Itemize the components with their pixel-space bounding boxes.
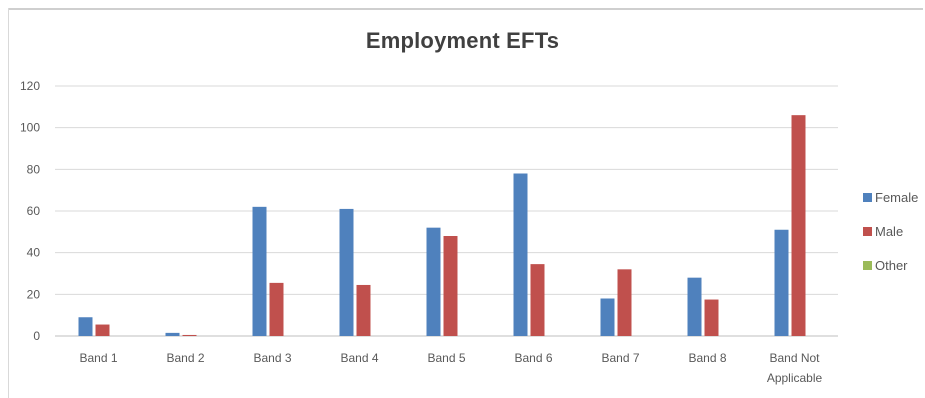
bar-male-9 <box>791 115 806 337</box>
y-tick-label: 0 <box>33 329 40 343</box>
y-tick-label: 80 <box>27 162 41 176</box>
bar-female-3 <box>252 206 267 336</box>
x-tick-label: Band Not <box>769 351 820 365</box>
legend-swatch-other <box>863 261 872 270</box>
bar-female-7 <box>600 298 615 336</box>
frame-top-border <box>8 8 923 10</box>
y-tick-label: 40 <box>27 246 41 260</box>
bar-male-7 <box>617 269 632 336</box>
bar-female-4 <box>339 208 354 336</box>
x-tick-label: Band 7 <box>601 351 639 365</box>
bar-male-2 <box>182 334 197 336</box>
x-tick-label: Band 1 <box>79 351 117 365</box>
frame-left-border <box>8 8 9 398</box>
bar-female-9 <box>774 229 789 336</box>
y-tick-label: 20 <box>27 287 41 301</box>
x-tick-label: Applicable <box>767 371 823 385</box>
x-tick-label: Band 3 <box>253 351 291 365</box>
x-axis-ticks: Band 1 Band 2 Band 3 Band 4 Band 5 Band 6 Band… <box>79 351 822 385</box>
legend-swatch-female <box>863 193 872 202</box>
legend: Female Male Other <box>863 190 918 273</box>
legend-label-male: Male <box>875 224 903 239</box>
y-tick-label: 100 <box>20 121 40 135</box>
bar-male-6 <box>530 264 545 336</box>
bar-female-6 <box>513 173 528 336</box>
x-tick-label: Band 6 <box>514 351 552 365</box>
bar-male-8 <box>704 299 719 336</box>
bar-male-1 <box>95 324 110 336</box>
legend-swatch-male <box>863 227 872 236</box>
bar-female-2 <box>165 332 180 336</box>
bar-female-1 <box>78 317 93 336</box>
bar-female-5 <box>426 227 441 336</box>
y-axis-ticks: 0 20 40 60 80 100 120 <box>20 79 40 343</box>
y-tick-label: 60 <box>27 204 41 218</box>
x-tick-label: Band 4 <box>340 351 378 365</box>
y-tick-label: 120 <box>20 79 40 93</box>
bar-male-3 <box>269 282 284 336</box>
x-tick-label: Band 2 <box>166 351 204 365</box>
bar-female-8 <box>687 277 702 336</box>
x-tick-label: Band 8 <box>688 351 726 365</box>
x-tick-label: Band 5 <box>427 351 465 365</box>
legend-label-other: Other <box>875 258 908 273</box>
bar-male-5 <box>443 236 458 336</box>
legend-label-female: Female <box>875 190 918 205</box>
chart-title: Employment EFTs <box>365 28 560 53</box>
bars <box>78 115 806 337</box>
bar-male-4 <box>356 284 371 336</box>
